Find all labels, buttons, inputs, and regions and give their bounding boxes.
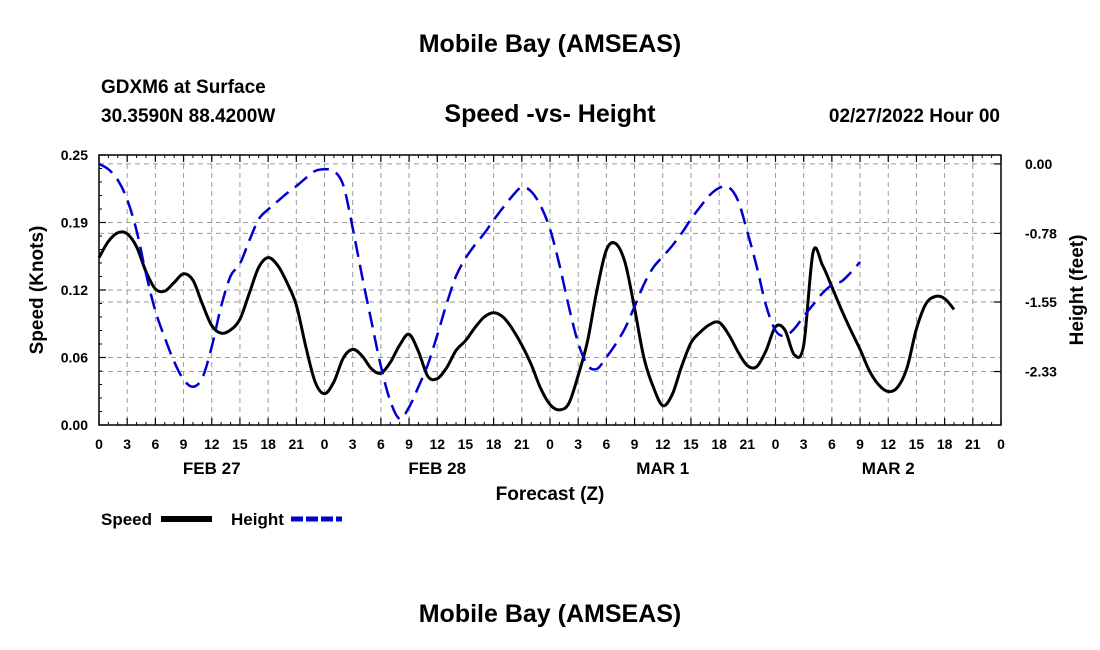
x-tick-label: 0 (546, 436, 554, 452)
x-tick-label: 9 (405, 436, 413, 452)
series-line-speed (97, 230, 956, 412)
page-title: Mobile Bay (AMSEAS) (418, 30, 682, 58)
x-tick-label: 15 (683, 436, 699, 452)
station-coordinates: 30.3590N 88.4200W (101, 106, 276, 127)
chart-subtitle: Speed -vs- Height (444, 100, 656, 128)
y2-tick-label: -0.78 (1025, 225, 1057, 241)
x-tick-label: 21 (965, 436, 981, 452)
x-tick-label: 6 (602, 436, 610, 452)
x-tick-label: 12 (880, 436, 896, 452)
x-tick-label: 18 (260, 436, 276, 452)
x-tick-label: 15 (232, 436, 248, 452)
y-tick-label: 0.00 (61, 417, 88, 433)
x-tick-label: 12 (655, 436, 671, 452)
day-label: FEB 28 (408, 459, 466, 478)
legend-label-height: Height (231, 510, 284, 529)
x-axis-title: Forecast (Z) (496, 484, 605, 505)
legend: Speed Height (101, 510, 342, 529)
forecast-timestamp: 02/27/2022 Hour 00 (828, 106, 1000, 127)
y-tick-label: 0.19 (61, 215, 88, 231)
series-lines (97, 162, 956, 421)
x-tick-label: 6 (151, 436, 159, 452)
y2-tick-label: -1.55 (1025, 294, 1057, 310)
x-tick-label: 6 (828, 436, 836, 452)
x-tick-label: 3 (123, 436, 131, 452)
x-tick-label: 15 (458, 436, 474, 452)
day-label: MAR 1 (636, 459, 689, 478)
y-tick-label: 0.12 (61, 282, 88, 298)
y-axis-title: Speed (Knots) (27, 226, 48, 355)
x-tick-label: 9 (631, 436, 639, 452)
x-tick-label: 6 (377, 436, 385, 452)
grid-lines (99, 155, 1001, 425)
x-tick-label: 15 (909, 436, 925, 452)
x-tick-label: 0 (321, 436, 329, 452)
station-label: GDXM6 at Surface (101, 77, 266, 98)
x-tick-label: 21 (514, 436, 530, 452)
x-tick-label: 0 (997, 436, 1005, 452)
y2-axis-title: Height (feet) (1067, 235, 1088, 346)
y-tick-label: 0.06 (61, 350, 88, 366)
x-tick-label: 12 (429, 436, 445, 452)
x-tick-label: 18 (486, 436, 502, 452)
x-tick-label: 18 (937, 436, 953, 452)
x-tick-label: 12 (204, 436, 220, 452)
x-tick-label: 9 (856, 436, 864, 452)
day-label: MAR 2 (862, 459, 915, 478)
legend-label-speed: Speed (101, 510, 152, 529)
y2-tick-label: 0.00 (1025, 156, 1052, 172)
footer-title: Mobile Bay (AMSEAS) (418, 600, 682, 628)
y-tick-label: 0.25 (61, 147, 88, 163)
day-label: FEB 27 (183, 459, 241, 478)
x-tick-label: 3 (800, 436, 808, 452)
x-tick-label: 0 (95, 436, 103, 452)
x-tick-label: 9 (180, 436, 188, 452)
x-tick-label: 0 (772, 436, 780, 452)
x-tick-label: 3 (574, 436, 582, 452)
x-tick-label: 18 (711, 436, 727, 452)
x-tick-label: 21 (289, 436, 305, 452)
axis-labels: 0 3 6 9 12 15 18 21 0 3 6 9 12 15 18 21 0 3 6 9 12 15 18 21 0 3 6 9… (27, 147, 1088, 505)
series-line-height (98, 162, 862, 421)
axis-ticks (98, 154, 1002, 426)
x-tick-label: 21 (740, 436, 756, 452)
x-tick-label: 3 (349, 436, 357, 452)
y2-tick-label: -2.33 (1025, 364, 1057, 380)
